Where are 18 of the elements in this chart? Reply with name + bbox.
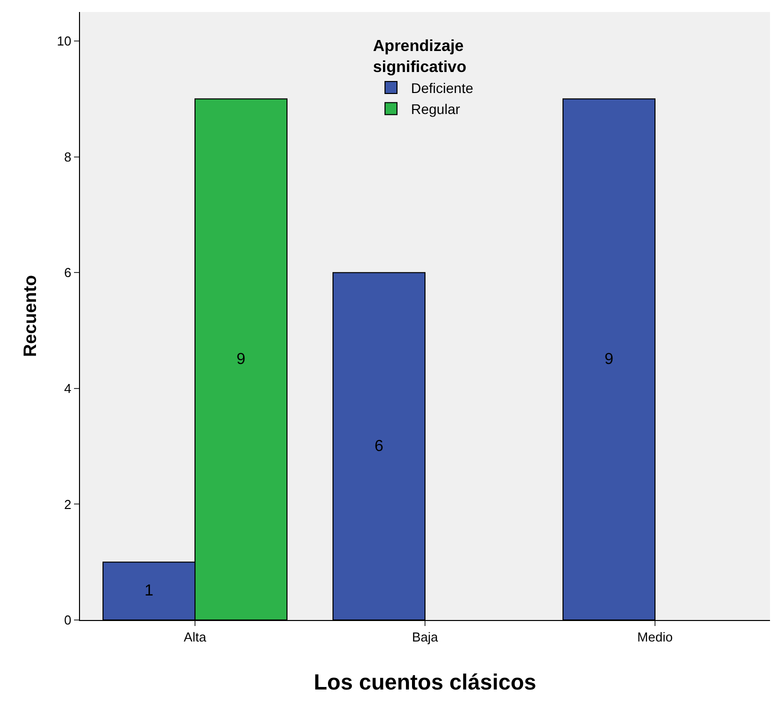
y-axis-title: Recuento [20, 274, 40, 358]
legend-label: Deficiente [411, 80, 474, 96]
y-tick-label: 4 [64, 380, 72, 396]
legend-title: Aprendizaje significativo [373, 38, 467, 76]
data-label: 6 [374, 438, 384, 455]
y-tick-label: 0 [64, 612, 72, 628]
y-tick-label: 6 [64, 265, 72, 280]
data-label: 1 [144, 582, 154, 600]
x-axis-title: Los cuentos clásicos [314, 670, 536, 694]
legend-label: Regular [411, 101, 460, 118]
data-label: 9 [236, 350, 246, 368]
y-tick-label: 2 [64, 496, 72, 512]
x-tick-label: Alta [184, 630, 207, 645]
x-tick-label: Medio [637, 630, 673, 645]
y-tick-label: 10 [56, 34, 72, 48]
x-tick-label: Baja [412, 630, 439, 645]
y-tick-label: 8 [64, 149, 72, 164]
data-label: 9 [604, 350, 614, 368]
